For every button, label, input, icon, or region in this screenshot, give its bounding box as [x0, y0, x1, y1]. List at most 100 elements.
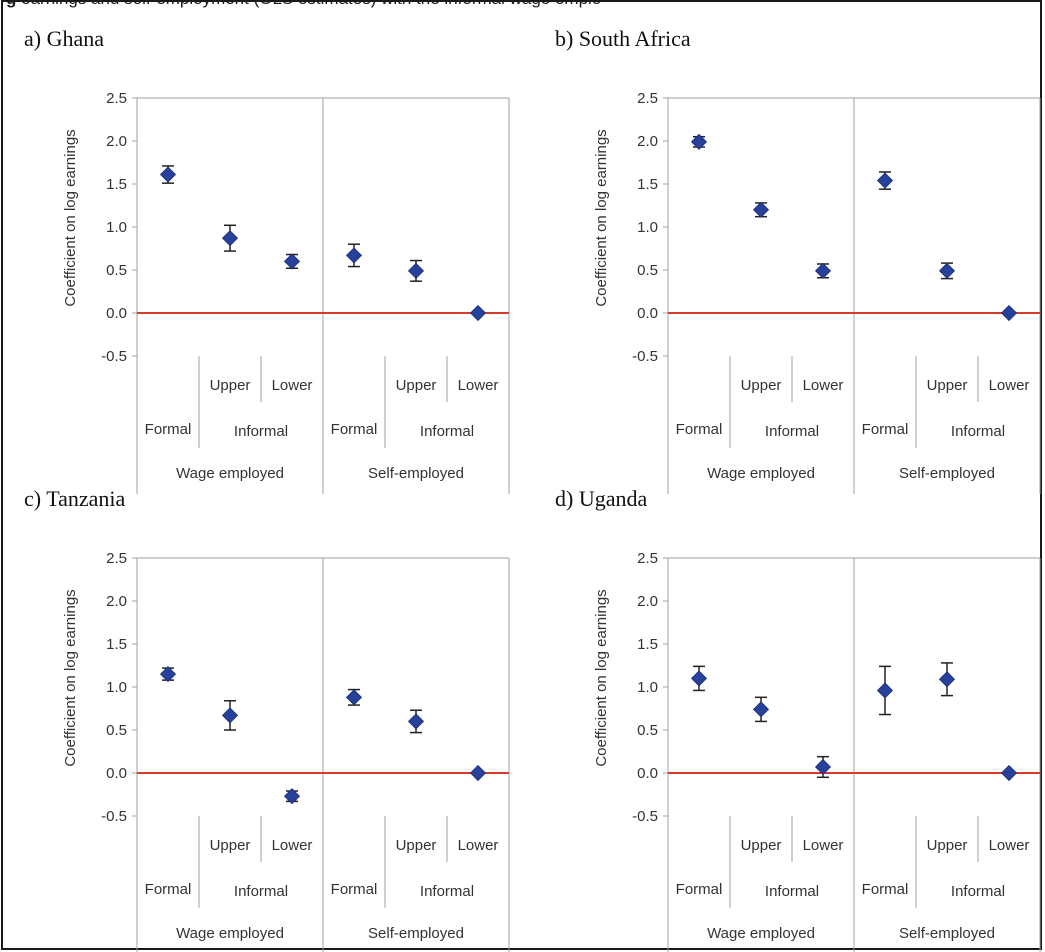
y-tick-label: 2.0 — [637, 133, 658, 150]
category-type-label: Formal — [676, 421, 723, 438]
y-tick-label: 0.0 — [106, 305, 127, 322]
y-tick-label: 1.5 — [106, 176, 127, 193]
y-axis-label: Coefficient on log earnings — [593, 129, 610, 306]
category-type-label: Formal — [145, 421, 192, 438]
panel-title-ghana: a) Ghana — [24, 26, 105, 51]
category-sub-label: Informal — [765, 423, 819, 440]
y-tick-label: 0.5 — [637, 722, 658, 739]
category-sub-label: Informal — [234, 423, 288, 440]
data-point — [876, 172, 894, 189]
y-tick-label: 2.5 — [637, 90, 658, 107]
data-point — [159, 666, 177, 683]
y-tick-label: 1.0 — [637, 679, 658, 696]
y-tick-label: 1.0 — [106, 219, 127, 236]
data-point — [407, 262, 425, 279]
y-tick-label: 2.0 — [106, 593, 127, 610]
panel-title-uganda: d) Uganda — [555, 486, 648, 511]
category-group-label: Self-employed — [899, 465, 995, 482]
category-type-label: Lower — [458, 837, 499, 854]
category-sub-label: Informal — [234, 883, 288, 900]
y-tick-label: 0.5 — [637, 262, 658, 279]
data-point — [221, 230, 239, 247]
y-tick-label: 2.0 — [637, 593, 658, 610]
category-sub-label: Informal — [951, 423, 1005, 440]
y-tick-label: 1.5 — [637, 636, 658, 653]
category-type-label: Formal — [331, 421, 378, 438]
category-type-label: Formal — [862, 421, 909, 438]
category-type-label: Upper — [741, 377, 782, 394]
category-group-label: Self-employed — [368, 465, 464, 482]
data-point — [938, 671, 956, 688]
category-type-label: Lower — [272, 377, 313, 394]
category-group-label: Self-employed — [368, 925, 464, 942]
data-point — [407, 713, 425, 730]
category-type-label: Upper — [210, 377, 251, 394]
data-point — [283, 253, 301, 270]
y-axis-label: Coefficient on log earnings — [62, 129, 79, 306]
data-point — [345, 689, 363, 706]
y-tick-label: 0.5 — [106, 722, 127, 739]
y-axis-label: Coefficient on log earnings — [593, 589, 610, 766]
category-type-label: Lower — [803, 377, 844, 394]
category-type-label: Lower — [803, 837, 844, 854]
y-tick-label: 1.5 — [106, 636, 127, 653]
category-type-label: Upper — [927, 377, 968, 394]
y-tick-label: -0.5 — [101, 348, 127, 365]
y-tick-label: -0.5 — [632, 808, 658, 825]
category-type-label: Upper — [741, 837, 782, 854]
y-tick-label: 0.0 — [106, 765, 127, 782]
category-type-label: Formal — [676, 881, 723, 898]
y-tick-label: 1.5 — [637, 176, 658, 193]
category-type-label: Lower — [458, 377, 499, 394]
data-point — [690, 133, 708, 150]
caption-lead: g — [6, 0, 16, 8]
data-point — [159, 166, 177, 183]
data-point — [690, 670, 708, 687]
category-type-label: Lower — [272, 837, 313, 854]
category-type-label: Upper — [396, 837, 437, 854]
y-axis-label: Coefficient on log earnings — [62, 589, 79, 766]
y-tick-label: 2.5 — [637, 550, 658, 567]
figure-caption: g earnings and self-employment (OLS esti… — [6, 0, 1042, 10]
y-tick-label: 0.0 — [637, 305, 658, 322]
data-point — [283, 788, 301, 805]
data-point — [469, 304, 487, 322]
category-type-label: Lower — [989, 377, 1030, 394]
y-tick-label: 2.5 — [106, 90, 127, 107]
y-tick-label: 1.0 — [637, 219, 658, 236]
category-type-label: Formal — [145, 881, 192, 898]
data-point — [814, 758, 832, 776]
data-point — [752, 201, 770, 218]
y-tick-label: -0.5 — [632, 348, 658, 365]
data-point — [814, 262, 832, 279]
category-type-label: Upper — [396, 377, 437, 394]
data-point — [469, 764, 487, 782]
caption-text: earnings and self-employment (OLS estima… — [21, 0, 601, 8]
y-tick-label: 0.5 — [106, 262, 127, 279]
category-sub-label: Informal — [951, 883, 1005, 900]
category-sub-label: Informal — [420, 423, 474, 440]
category-sub-label: Informal — [420, 883, 474, 900]
data-point — [221, 707, 239, 724]
y-tick-label: -0.5 — [101, 808, 127, 825]
panel-title-south-africa: b) South Africa — [555, 26, 691, 51]
y-tick-label: 2.0 — [106, 133, 127, 150]
category-type-label: Lower — [989, 837, 1030, 854]
data-point — [938, 262, 956, 279]
category-group-label: Wage employed — [176, 465, 284, 482]
category-group-label: Self-employed — [899, 925, 995, 942]
data-point — [752, 701, 770, 718]
category-group-label: Wage employed — [707, 465, 815, 482]
y-tick-label: 2.5 — [106, 550, 127, 567]
category-type-label: Formal — [862, 881, 909, 898]
data-point — [876, 682, 894, 699]
category-type-label: Upper — [927, 837, 968, 854]
category-sub-label: Informal — [765, 883, 819, 900]
data-point — [345, 247, 363, 264]
y-tick-label: 1.0 — [106, 679, 127, 696]
data-point — [1000, 764, 1018, 782]
